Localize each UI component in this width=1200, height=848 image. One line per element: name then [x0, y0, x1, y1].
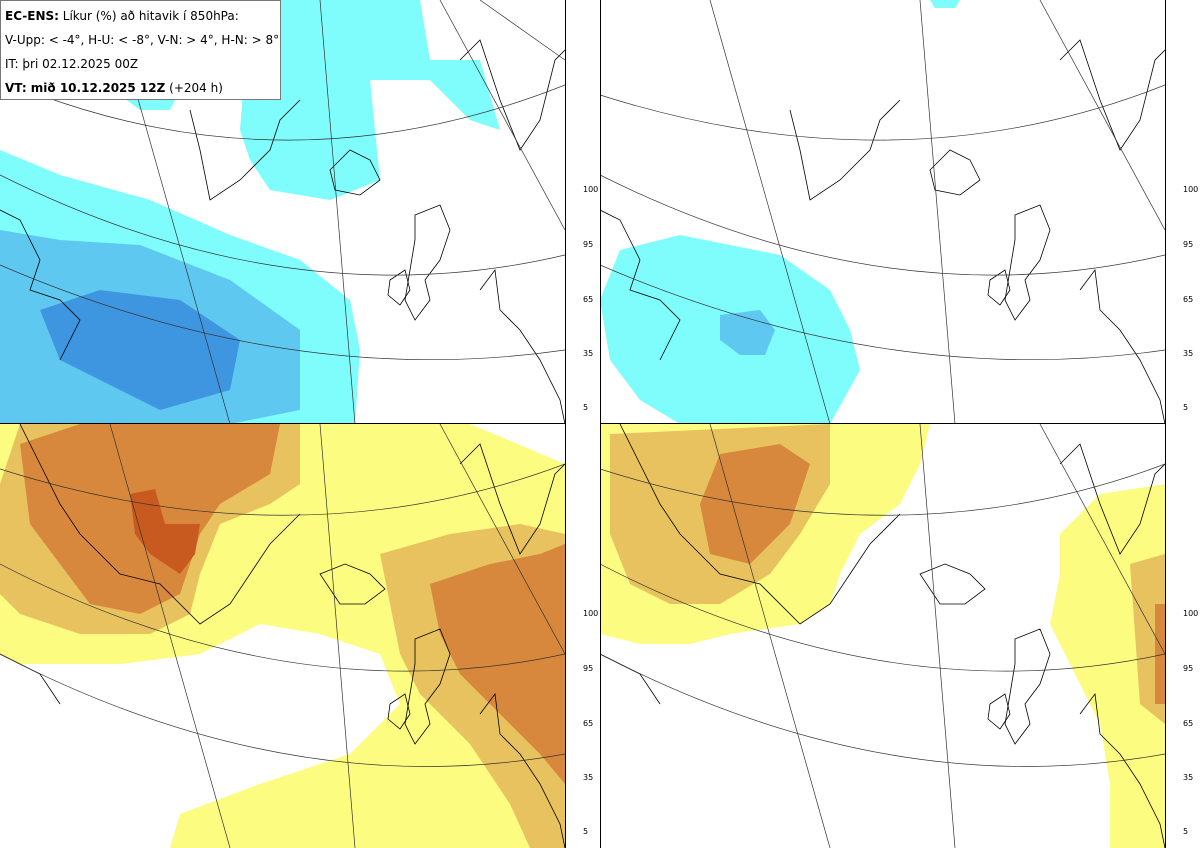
- cbar-tick-35: 35: [583, 773, 594, 782]
- graticule: [600, 0, 1165, 424]
- valid-time: VT: mið 10.12.2025 12Z: [5, 81, 166, 95]
- cbar-tick-100: 100: [583, 609, 599, 618]
- cbar-tick-65: 65: [1183, 295, 1194, 304]
- map-warm-strong: [600, 424, 1165, 848]
- cbar-tick-5: 5: [583, 827, 589, 836]
- cbar-tick-35: 35: [1183, 349, 1194, 358]
- init-time: IT: þri 02.12.2025 00Z: [5, 57, 139, 71]
- cbar-tick-5: 5: [1183, 827, 1189, 836]
- cbar-tick-5: 5: [583, 403, 589, 412]
- probability-fill: [0, 424, 565, 848]
- cbar-tick-100: 100: [1183, 185, 1199, 194]
- panel-warm-strong: [600, 424, 1165, 848]
- panel-cold-strong: [600, 0, 1165, 424]
- map-warm-moderate: [0, 424, 565, 848]
- info-box: EC-ENS: Líkur (%) að hitavik í 850hPa: V…: [0, 0, 281, 100]
- cbar-tick-65: 65: [583, 719, 594, 728]
- probability-fill: [600, 424, 1165, 848]
- coastlines: [0, 424, 565, 848]
- probability-fill: [600, 0, 960, 424]
- panel-divider: [0, 423, 565, 424]
- panel-border: [600, 0, 601, 848]
- map-cold-strong: [600, 0, 1165, 424]
- product-name: Líkur (%) að hitavik í 850hPa:: [62, 9, 239, 23]
- cbar-tick-5: 5: [1183, 403, 1189, 412]
- panel-warm-moderate: [0, 424, 565, 848]
- cbar-tick-65: 65: [583, 295, 594, 304]
- cbar-tick-95: 95: [1183, 664, 1194, 673]
- panel-border: [1165, 0, 1166, 848]
- coastlines: [600, 39, 1165, 424]
- model-name: EC-ENS:: [5, 9, 59, 23]
- cbar-tick-35: 35: [583, 349, 594, 358]
- graticule: [0, 424, 565, 848]
- info-title-line: EC-ENS: Líkur (%) að hitavik í 850hPa:: [5, 4, 280, 28]
- panel-border: [565, 0, 566, 848]
- cbar-tick-100: 100: [1183, 609, 1199, 618]
- cbar-tick-95: 95: [583, 240, 594, 249]
- cbar-tick-35: 35: [1183, 773, 1194, 782]
- cbar-tick-95: 95: [583, 664, 594, 673]
- graticule: [0, 0, 565, 424]
- cbar-tick-95: 95: [1183, 240, 1194, 249]
- panel-cold-moderate: [0, 0, 565, 424]
- graticule: [600, 424, 1165, 848]
- panel-divider: [600, 423, 1165, 424]
- valid-time-line: VT: mið 10.12.2025 12Z (+204 h): [5, 76, 280, 100]
- coastlines: [0, 39, 565, 424]
- cbar-tick-65: 65: [1183, 719, 1194, 728]
- lead-time: (+204 h): [169, 81, 223, 95]
- thresholds-line: V-Upp: < -4°, H-U: < -8°, V-N: > 4°, H-N…: [5, 33, 280, 47]
- cbar-tick-100: 100: [583, 185, 599, 194]
